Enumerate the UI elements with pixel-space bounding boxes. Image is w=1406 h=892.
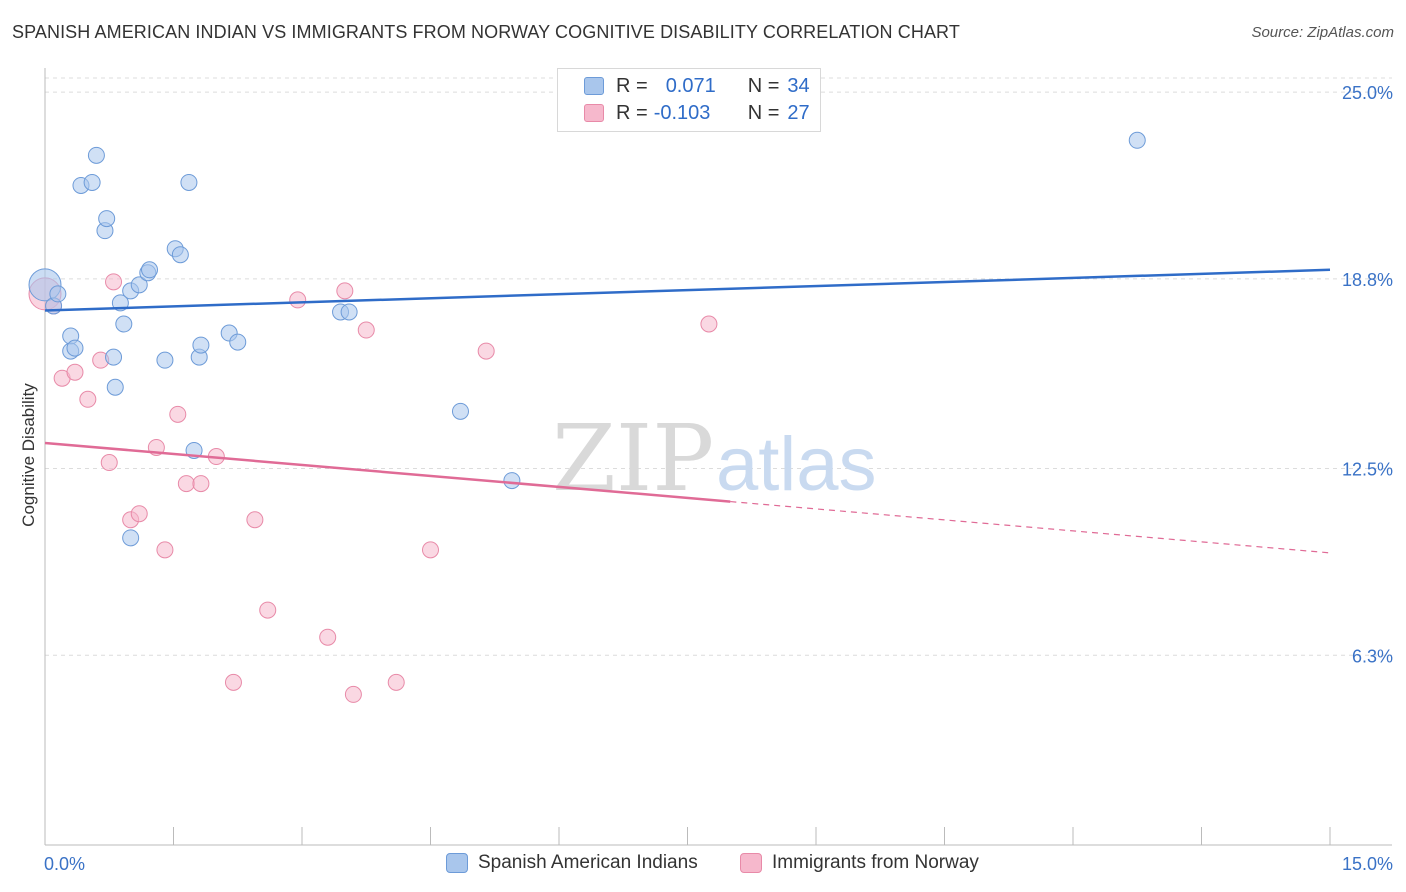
point-immigrants-from-norway [192, 475, 210, 493]
n-value: 27 [787, 101, 810, 124]
stats-legend: R = 0.071 N = 34 R = -0.103 N = 27 [557, 68, 821, 132]
r-value: -0.103 [653, 101, 711, 124]
r-label: R = [616, 101, 648, 124]
point-spanish-american-indians [87, 146, 105, 164]
watermark-zip: ZIP [552, 405, 714, 512]
axes [44, 68, 1392, 846]
trend-line-immigrants-from-norway [44, 441, 731, 503]
point-spanish-american-indians [106, 378, 124, 396]
blue-swatch [446, 853, 468, 873]
y-tick-label: 18.8% [1342, 270, 1393, 290]
legend-item-spanish-american-indians: Spanish American Indians [446, 852, 698, 874]
point-immigrants-from-norway [100, 454, 118, 472]
point-immigrants-from-norway [79, 390, 97, 408]
n-label: N = [747, 101, 780, 124]
point-spanish-american-indians [229, 333, 247, 351]
point-spanish-american-indians [340, 303, 358, 321]
y-tick-label: 12.5% [1342, 460, 1393, 480]
point-immigrants-from-norway [169, 405, 187, 423]
point-immigrants-from-norway [259, 601, 277, 619]
point-spanish-american-indians [503, 472, 521, 490]
r-label: R = [616, 74, 648, 97]
point-spanish-american-indians [171, 246, 189, 264]
y-axis-label: Cognitive Disability [19, 383, 38, 527]
point-spanish-american-indians [451, 402, 469, 420]
watermark: ZIP atlas [552, 405, 877, 512]
point-immigrants-from-norway [130, 505, 148, 523]
chart-title: SPANISH AMERICAN INDIAN VS IMMIGRANTS FR… [12, 22, 960, 42]
point-spanish-american-indians [122, 529, 140, 547]
point-immigrants-from-norway [477, 342, 495, 360]
x-tick-label: 0.0% [44, 854, 85, 874]
trend-lines [44, 268, 1331, 554]
point-immigrants-from-norway [357, 321, 375, 339]
point-immigrants-from-norway [319, 628, 337, 646]
point-spanish-american-indians [156, 351, 174, 369]
legend-label: Immigrants from Norway [772, 852, 979, 873]
r-value: 0.071 [665, 74, 716, 97]
point-immigrants-from-norway [224, 673, 242, 691]
tick-labels: 6.3% 12.5% 18.8% 25.0% 0.0% 15.0% [44, 83, 1393, 874]
point-spanish-american-indians [98, 210, 116, 228]
point-immigrants-from-norway [387, 673, 405, 691]
point-spanish-american-indians [105, 348, 123, 366]
point-immigrants-from-norway [66, 363, 84, 381]
point-immigrants-from-norway [156, 541, 174, 559]
source-label: Source: ZipAtlas.com [1251, 24, 1394, 41]
n-value: 34 [787, 74, 810, 97]
points-spanish-american-indians [28, 131, 1146, 547]
point-immigrants-from-norway [336, 282, 354, 300]
pink-swatch [740, 853, 762, 873]
legend-item-immigrants-from-norway: Immigrants from Norway [740, 852, 979, 874]
point-immigrants-from-norway [700, 315, 718, 333]
pink-swatch [584, 104, 604, 122]
trend-line-extension [730, 500, 1331, 554]
point-spanish-american-indians [1128, 131, 1146, 149]
point-immigrants-from-norway [344, 685, 362, 703]
point-spanish-american-indians [180, 173, 198, 191]
point-spanish-american-indians [192, 336, 210, 354]
point-immigrants-from-norway [422, 541, 439, 559]
point-spanish-american-indians [141, 261, 159, 279]
point-spanish-american-indians [115, 315, 133, 333]
watermark-atlas: atlas [716, 422, 877, 507]
point-spanish-american-indians [130, 276, 148, 294]
point-spanish-american-indians [66, 339, 84, 357]
point-immigrants-from-norway [177, 475, 195, 493]
point-immigrants-from-norway [246, 511, 264, 529]
legend-row-spanish-american-indians: R = 0.071 N = 34 [584, 73, 810, 99]
legend-row-immigrants-from-norway: R = -0.103 N = 27 [584, 100, 810, 126]
x-tick-label: 15.0% [1342, 854, 1393, 874]
point-spanish-american-indians [83, 173, 101, 191]
point-immigrants-from-norway [289, 291, 307, 309]
grid-lines [45, 77, 1392, 656]
y-tick-label: 6.3% [1352, 646, 1393, 666]
point-spanish-american-indians [49, 285, 67, 303]
y-tick-label: 25.0% [1342, 83, 1393, 103]
trend-line-spanish-american-indians [44, 268, 1331, 312]
n-label: N = [747, 74, 780, 97]
blue-swatch [584, 77, 604, 95]
point-immigrants-from-norway [105, 273, 123, 291]
legend-label: Spanish American Indians [478, 852, 698, 873]
